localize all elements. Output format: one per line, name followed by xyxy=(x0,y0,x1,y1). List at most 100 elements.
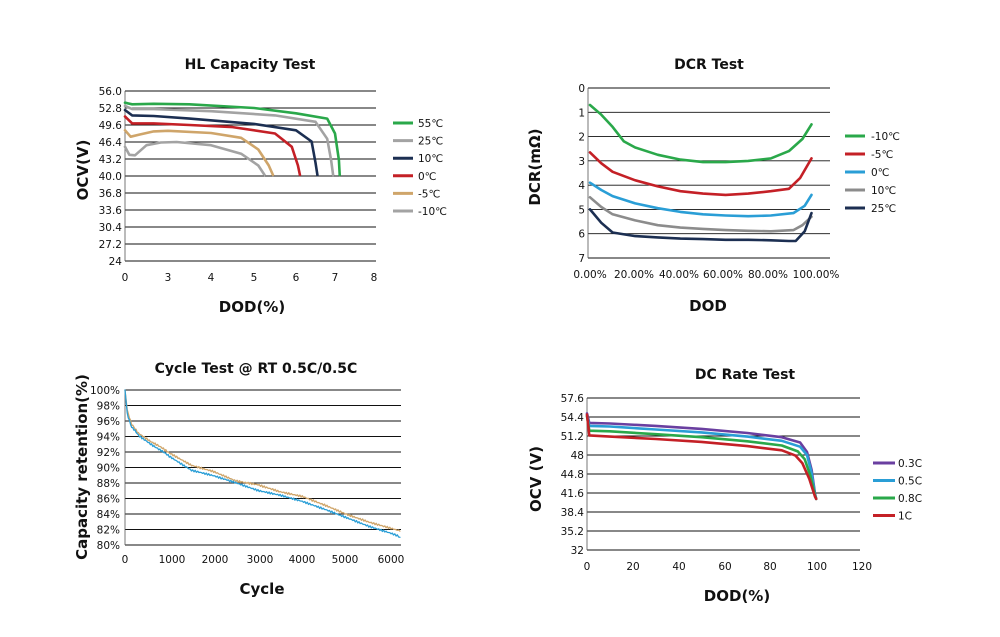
hl-legend-label: 55℃ xyxy=(418,118,443,130)
hl-xtick-label: 4 xyxy=(208,272,215,284)
dcr-xtick-label: 60.00% xyxy=(703,269,743,281)
cycle-xtick-label: 5000 xyxy=(332,554,359,566)
cycle-xtick-label: 3000 xyxy=(247,554,274,566)
rate-xtick-label: 120 xyxy=(852,561,872,573)
hl-series-line-5 xyxy=(123,140,266,177)
dcr-xtick-label: 0.00% xyxy=(573,269,606,281)
hl-legend-label: -5℃ xyxy=(418,188,440,200)
rate-series-line-1 xyxy=(585,413,818,501)
dcr-chart: DCR Test 0 1 2 3 4 5 6 7 0.00% 20.00% 40.00% 60.00% 8… xyxy=(526,57,900,315)
dcr-ytick-label: 0 xyxy=(578,83,585,95)
hl-chart: HL Capacity Test 56.0 52.8 49.6 46.4 43.2 40.0… xyxy=(74,57,447,316)
cycle-xtick-label: 0 xyxy=(122,554,129,566)
dcr-ytick-label: 6 xyxy=(578,229,585,241)
dcr-legend-label: -10℃ xyxy=(871,131,900,143)
cycle-xtick-label: 1000 xyxy=(159,554,186,566)
dcr-xtick-label: 20.00% xyxy=(614,269,654,281)
dcr-xtick-label: 40.00% xyxy=(659,269,699,281)
cycle-ytick-label: 80% xyxy=(97,540,120,552)
cycle-xtick-label: 6000 xyxy=(378,554,405,566)
rate-title: DC Rate Test xyxy=(695,367,796,383)
rate-xtick-label: 0 xyxy=(584,561,591,573)
cycle-ytick-label: 88% xyxy=(97,478,120,490)
rate-x-axis-title: DOD(%) xyxy=(704,587,770,605)
rate-xtick-label: 100 xyxy=(807,561,827,573)
hl-legend-label: -10℃ xyxy=(418,206,447,218)
hl-series-line-4 xyxy=(123,129,275,177)
rate-y-axis-title: OCV (V) xyxy=(527,446,545,512)
cycle-x-axis-title: Cycle xyxy=(240,580,285,598)
dcr-ytick-label: 4 xyxy=(578,180,585,192)
rate-series-line-2 xyxy=(585,415,818,501)
dcr-ytick-label: 1 xyxy=(578,107,585,119)
rate-series-line-3 xyxy=(585,413,818,501)
rate-legend-label: 0.3C xyxy=(898,458,922,470)
hl-ytick-label: 24 xyxy=(109,256,123,268)
dcr-legend-label: 10℃ xyxy=(871,185,896,197)
cycle-ytick-label: 84% xyxy=(97,509,120,521)
hl-ytick-label: 30.4 xyxy=(99,222,123,234)
hl-xtick-label: 6 xyxy=(293,272,300,284)
rate-ytick-label: 32 xyxy=(571,545,584,557)
dcr-x-axis-title: DOD xyxy=(689,297,727,315)
hl-ytick-label: 33.6 xyxy=(99,205,123,217)
hl-series-line-2 xyxy=(123,108,319,177)
rate-ytick-label: 41.6 xyxy=(561,488,585,500)
hl-ytick-label: 52.8 xyxy=(99,103,122,115)
hl-xtick-label: 0 xyxy=(122,272,129,284)
hl-legend-label: 25℃ xyxy=(418,136,443,148)
dcr-legend-label: -5℃ xyxy=(871,149,893,161)
dcr-y-axis-title: DCR(mΩ) xyxy=(526,128,544,205)
rate-ytick-label: 57.6 xyxy=(561,393,585,405)
hl-ytick-label: 27.2 xyxy=(99,239,122,251)
cycle-ytick-label: 86% xyxy=(97,494,120,506)
dcr-legend-label: 25℃ xyxy=(871,203,896,215)
rate-ytick-label: 35.2 xyxy=(561,526,584,538)
dcr-series-line-3 xyxy=(588,196,813,233)
dcr-ytick-label: 5 xyxy=(578,204,585,216)
rate-xtick-label: 60 xyxy=(718,561,731,573)
dcr-legend-label: 0℃ xyxy=(871,167,889,179)
hl-legend-label: 10℃ xyxy=(418,153,443,165)
cycle-ytick-label: 82% xyxy=(97,525,120,537)
hl-series-line-3 xyxy=(123,115,302,177)
cycle-ytick-label: 100% xyxy=(90,385,120,397)
hl-xtick-label: 7 xyxy=(332,272,339,284)
rate-legend-label: 1C xyxy=(898,511,912,523)
rate-ytick-label: 38.4 xyxy=(561,507,585,519)
dcr-xtick-label: 80.00% xyxy=(748,269,788,281)
cycle-ytick-label: 96% xyxy=(97,416,120,428)
hl-series-line-1 xyxy=(123,104,335,177)
hl-title: HL Capacity Test xyxy=(185,57,316,73)
rate-ytick-label: 54.4 xyxy=(561,412,585,424)
cycle-y-axis-title: Capacity retention(%) xyxy=(73,374,91,560)
rate-ytick-label: 44.8 xyxy=(561,469,584,481)
hl-ytick-label: 49.6 xyxy=(99,120,123,132)
rate-chart: DC Rate Test 57.6 54.4 51.2 48 44.8 41.6 38.4 35… xyxy=(527,367,922,605)
cycle-xtick-label: 4000 xyxy=(289,554,316,566)
dcr-series-line-2 xyxy=(588,181,813,218)
hl-ytick-label: 46.4 xyxy=(99,137,123,149)
cycle-ytick-label: 94% xyxy=(97,432,120,444)
cycle-series-line-1 xyxy=(124,389,401,538)
rate-ytick-label: 48 xyxy=(571,450,584,462)
hl-ytick-label: 56.0 xyxy=(99,86,122,98)
cycle-ytick-label: 90% xyxy=(97,463,120,475)
hl-ytick-label: 36.8 xyxy=(99,188,122,200)
dcr-ytick-label: 7 xyxy=(578,253,585,265)
rate-ytick-label: 51.2 xyxy=(561,431,584,443)
dcr-series-line-4 xyxy=(588,208,813,243)
hl-xtick-label: 5 xyxy=(251,272,258,284)
dcr-ytick-label: 3 xyxy=(578,156,585,168)
dcr-xtick-label: 100.00% xyxy=(793,269,840,281)
dcr-title: DCR Test xyxy=(674,57,744,73)
hl-ytick-label: 43.2 xyxy=(99,154,122,166)
rate-xtick-label: 80 xyxy=(763,561,776,573)
cycle-ytick-label: 92% xyxy=(97,447,120,459)
cycle-chart: Cycle Test @ RT 0.5C/0.5C 100% 98% 96% 94% 92… xyxy=(73,361,404,598)
hl-x-axis-title: DOD(%) xyxy=(219,298,285,316)
hl-y-axis-title: OCV(V) xyxy=(74,140,92,201)
rate-legend-label: 0.5C xyxy=(898,476,922,488)
hl-legend-label: 0℃ xyxy=(418,171,436,183)
